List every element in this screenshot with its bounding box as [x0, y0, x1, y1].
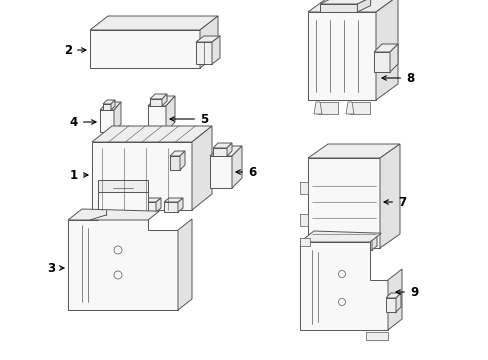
Polygon shape [327, 236, 332, 250]
Polygon shape [357, 0, 370, 12]
Text: 5: 5 [170, 113, 208, 126]
Polygon shape [385, 298, 395, 312]
Polygon shape [100, 102, 121, 110]
Polygon shape [68, 180, 178, 310]
Text: 1: 1 [70, 168, 88, 181]
Text: 4: 4 [70, 116, 96, 129]
Polygon shape [335, 236, 354, 240]
Polygon shape [165, 96, 175, 132]
Polygon shape [92, 142, 192, 210]
Polygon shape [299, 231, 381, 242]
Polygon shape [112, 198, 117, 212]
Polygon shape [299, 214, 307, 226]
Polygon shape [357, 236, 376, 240]
Polygon shape [371, 236, 376, 250]
Polygon shape [213, 148, 226, 156]
Polygon shape [319, 4, 357, 12]
Polygon shape [231, 146, 242, 188]
Polygon shape [170, 156, 180, 170]
Polygon shape [162, 94, 167, 106]
Polygon shape [163, 202, 178, 212]
Polygon shape [307, 158, 379, 248]
Polygon shape [299, 182, 307, 194]
Polygon shape [317, 102, 337, 114]
Text: 2: 2 [64, 44, 86, 57]
Polygon shape [213, 143, 231, 148]
Polygon shape [90, 30, 200, 68]
Polygon shape [373, 44, 397, 52]
Polygon shape [387, 269, 401, 330]
Polygon shape [349, 236, 354, 250]
Polygon shape [120, 198, 139, 202]
Polygon shape [90, 16, 218, 30]
Polygon shape [98, 198, 117, 202]
Polygon shape [212, 36, 220, 64]
Polygon shape [142, 198, 161, 202]
Polygon shape [389, 44, 397, 72]
Text: 9: 9 [395, 285, 417, 298]
Polygon shape [200, 16, 218, 68]
Polygon shape [313, 102, 321, 114]
Polygon shape [150, 99, 162, 106]
Polygon shape [98, 202, 112, 212]
Polygon shape [148, 106, 165, 132]
Polygon shape [319, 0, 370, 4]
Polygon shape [209, 156, 231, 188]
Polygon shape [375, 0, 397, 100]
Polygon shape [192, 126, 212, 210]
Polygon shape [365, 332, 387, 340]
Polygon shape [313, 240, 327, 250]
Text: 6: 6 [236, 166, 256, 179]
Polygon shape [335, 240, 349, 250]
Polygon shape [148, 96, 175, 106]
Text: 8: 8 [381, 72, 413, 85]
Polygon shape [156, 198, 161, 212]
Polygon shape [299, 242, 387, 330]
Polygon shape [209, 146, 242, 156]
Polygon shape [196, 36, 220, 42]
Polygon shape [178, 198, 183, 212]
Polygon shape [226, 143, 231, 156]
Polygon shape [114, 102, 121, 132]
Polygon shape [385, 293, 400, 298]
Polygon shape [178, 219, 192, 310]
Polygon shape [150, 94, 167, 99]
Polygon shape [349, 102, 369, 114]
Polygon shape [98, 180, 148, 192]
Polygon shape [307, 144, 399, 158]
Polygon shape [299, 238, 309, 246]
Text: 7: 7 [383, 195, 406, 208]
Polygon shape [103, 100, 115, 104]
Polygon shape [307, 0, 397, 12]
Polygon shape [103, 104, 111, 110]
Polygon shape [142, 202, 156, 212]
Text: 3: 3 [47, 261, 64, 274]
Polygon shape [395, 293, 400, 312]
Polygon shape [163, 198, 183, 202]
Polygon shape [180, 151, 184, 170]
Polygon shape [307, 12, 375, 100]
Polygon shape [357, 240, 371, 250]
Polygon shape [68, 209, 159, 220]
Polygon shape [346, 102, 353, 114]
Polygon shape [170, 151, 184, 156]
Polygon shape [100, 110, 114, 132]
Polygon shape [120, 202, 134, 212]
Polygon shape [379, 144, 399, 248]
Polygon shape [92, 126, 212, 142]
Polygon shape [134, 198, 139, 212]
Polygon shape [111, 100, 115, 110]
Polygon shape [313, 236, 332, 240]
Polygon shape [196, 42, 212, 64]
Polygon shape [373, 52, 389, 72]
